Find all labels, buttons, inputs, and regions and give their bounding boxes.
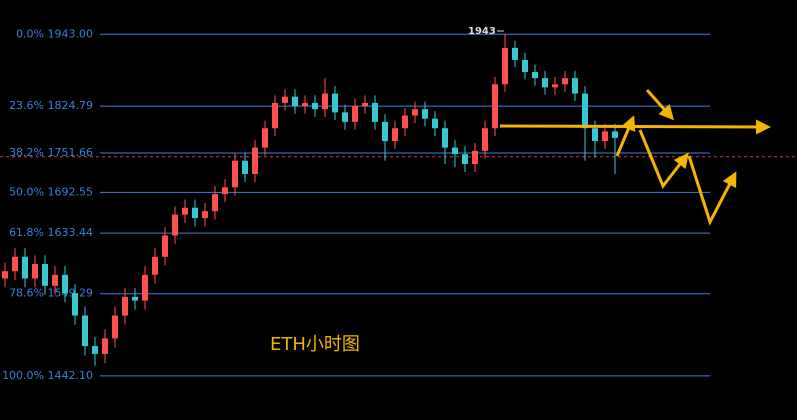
candle-body bbox=[202, 211, 208, 219]
arrow bbox=[638, 129, 689, 189]
candle-body bbox=[42, 263, 48, 286]
fib-label: 78.6% 1549.29 bbox=[9, 287, 93, 300]
candle-body bbox=[342, 112, 348, 122]
candle-body bbox=[22, 256, 28, 279]
chart-title: ETH小时图 bbox=[270, 334, 360, 355]
candle-body bbox=[292, 96, 298, 107]
candle-body bbox=[522, 59, 528, 73]
candle-body bbox=[32, 263, 38, 279]
candle-body bbox=[392, 128, 398, 142]
fib-label: 23.6% 1824.79 bbox=[9, 99, 93, 112]
candle-body bbox=[312, 102, 318, 110]
candle-body bbox=[382, 121, 388, 142]
candle-body bbox=[192, 207, 198, 219]
candle-body bbox=[402, 115, 408, 129]
fib-label: 61.8% 1633.44 bbox=[9, 226, 93, 239]
candle-body bbox=[492, 84, 498, 129]
fib-label: 100.0% 1442.10 bbox=[2, 369, 93, 382]
fib-label: 0.0% 1943.00 bbox=[16, 27, 93, 40]
arrow bbox=[615, 115, 636, 157]
fib-label: 38.2% 1751.66 bbox=[9, 146, 93, 159]
candle-body bbox=[212, 194, 218, 212]
candle-body bbox=[302, 102, 308, 107]
candle-body bbox=[2, 271, 8, 279]
candle-body bbox=[162, 235, 168, 257]
candle-body bbox=[442, 128, 448, 148]
candle-body bbox=[282, 96, 288, 103]
candle-body bbox=[572, 78, 578, 94]
candle-body bbox=[242, 160, 248, 174]
candle-body bbox=[562, 78, 568, 85]
forecast-arrows bbox=[499, 89, 771, 226]
candle-body bbox=[262, 128, 268, 148]
candle-body bbox=[362, 102, 368, 107]
candle-body bbox=[12, 256, 18, 272]
candle-body bbox=[72, 293, 78, 316]
candle-body bbox=[542, 78, 548, 88]
arrow bbox=[687, 155, 737, 226]
candle-body bbox=[222, 187, 228, 195]
fib-label: 50.0% 1692.55 bbox=[9, 185, 93, 198]
candle-body bbox=[432, 118, 438, 129]
candle-body bbox=[482, 128, 488, 151]
candle-body bbox=[82, 315, 88, 347]
candle-body bbox=[182, 207, 188, 215]
arrow bbox=[499, 119, 771, 135]
candle-body bbox=[612, 131, 618, 138]
candle-body bbox=[452, 147, 458, 155]
candle-body bbox=[512, 47, 518, 60]
candle-body bbox=[102, 338, 108, 354]
candle-body bbox=[332, 93, 338, 113]
candle-body bbox=[582, 93, 588, 129]
candle-body bbox=[142, 274, 148, 301]
candle-body bbox=[232, 160, 238, 188]
candle-body bbox=[412, 109, 418, 116]
annotation: 1943 bbox=[468, 26, 496, 37]
candle-body bbox=[272, 102, 278, 129]
candle-body bbox=[122, 296, 128, 316]
arrow bbox=[645, 89, 674, 121]
candle-body bbox=[322, 93, 328, 110]
candle-body bbox=[422, 109, 428, 119]
candle-body bbox=[92, 346, 98, 354]
candle-body bbox=[502, 47, 508, 85]
candle-body bbox=[592, 128, 598, 142]
candle-body bbox=[62, 274, 68, 294]
candle-body bbox=[372, 102, 378, 122]
candle-body bbox=[552, 84, 558, 88]
candle-body bbox=[152, 256, 158, 275]
candle-body bbox=[112, 315, 118, 339]
candle-body bbox=[602, 131, 608, 142]
candle-body bbox=[252, 147, 258, 174]
candle-body bbox=[132, 296, 138, 301]
candle-body bbox=[52, 274, 58, 286]
candle-body bbox=[472, 150, 478, 164]
candle-body bbox=[462, 154, 468, 164]
candle-body bbox=[172, 214, 178, 236]
candle-body bbox=[352, 106, 358, 122]
candle-body bbox=[532, 72, 538, 79]
